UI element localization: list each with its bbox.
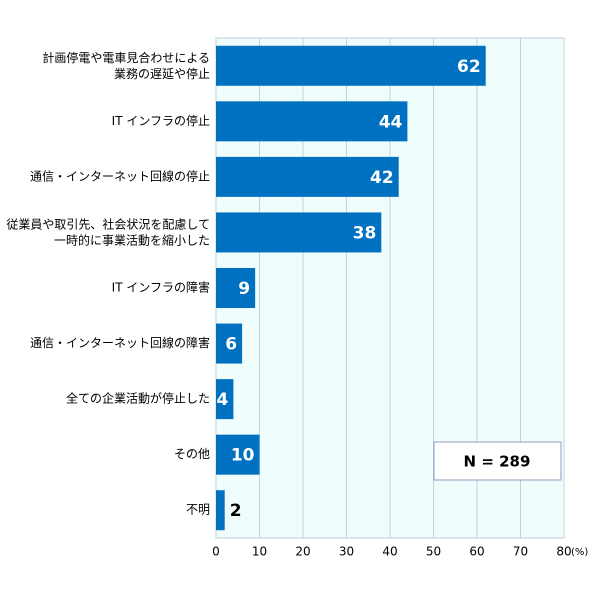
y-tick-label: 通信・インターネット回線の障害 xyxy=(30,335,210,350)
x-tick-label: 30 xyxy=(339,545,354,559)
x-tick-label: 0 xyxy=(212,545,220,559)
y-tick-label: IT インフラの停止 xyxy=(112,113,210,128)
value-label: 44 xyxy=(379,112,403,132)
bar xyxy=(216,45,486,86)
y-tick-label: IT インフラの障害 xyxy=(112,280,210,295)
bar xyxy=(216,434,260,475)
bar xyxy=(216,212,382,253)
value-label: 62 xyxy=(457,57,481,77)
value-label: 42 xyxy=(370,168,394,188)
y-tick-label: 不明 xyxy=(186,503,210,517)
annotation: N = 289 xyxy=(464,453,531,471)
y-tick-label: 計画停電や電車見合わせによる業務の遅延や停止 xyxy=(42,49,210,80)
value-label: 38 xyxy=(353,223,377,243)
y-tick-label: 全ての企業活動が停止した xyxy=(66,391,210,406)
value-label: 2 xyxy=(230,501,242,521)
x-tick-label: 80 xyxy=(556,545,571,559)
x-tick-label: 60 xyxy=(469,545,484,559)
bar xyxy=(216,379,234,420)
x-tick-label: 20 xyxy=(295,545,310,559)
y-tick-label: 従業員や取引先、社会状況を配慮して一時的に事業活動を縮小した xyxy=(6,216,210,247)
bar xyxy=(216,268,256,308)
value-label: 4 xyxy=(217,390,229,410)
x-tick-label: 40 xyxy=(382,545,397,559)
x-unit: (%) xyxy=(571,547,588,558)
bar xyxy=(216,323,243,364)
y-tick-label: その他 xyxy=(174,447,210,461)
bar xyxy=(216,101,408,142)
x-tick-label: 10 xyxy=(252,545,267,559)
x-tick-label: 50 xyxy=(426,545,441,559)
annotation-box xyxy=(433,441,562,481)
bar xyxy=(216,490,225,531)
value-label: 10 xyxy=(231,446,255,466)
value-label: 6 xyxy=(225,335,237,355)
y-tick-label: 通信・インターネット回線の停止 xyxy=(30,168,210,183)
x-tick-label: 70 xyxy=(513,545,528,559)
value-label: 9 xyxy=(238,279,250,299)
bar xyxy=(216,156,399,197)
